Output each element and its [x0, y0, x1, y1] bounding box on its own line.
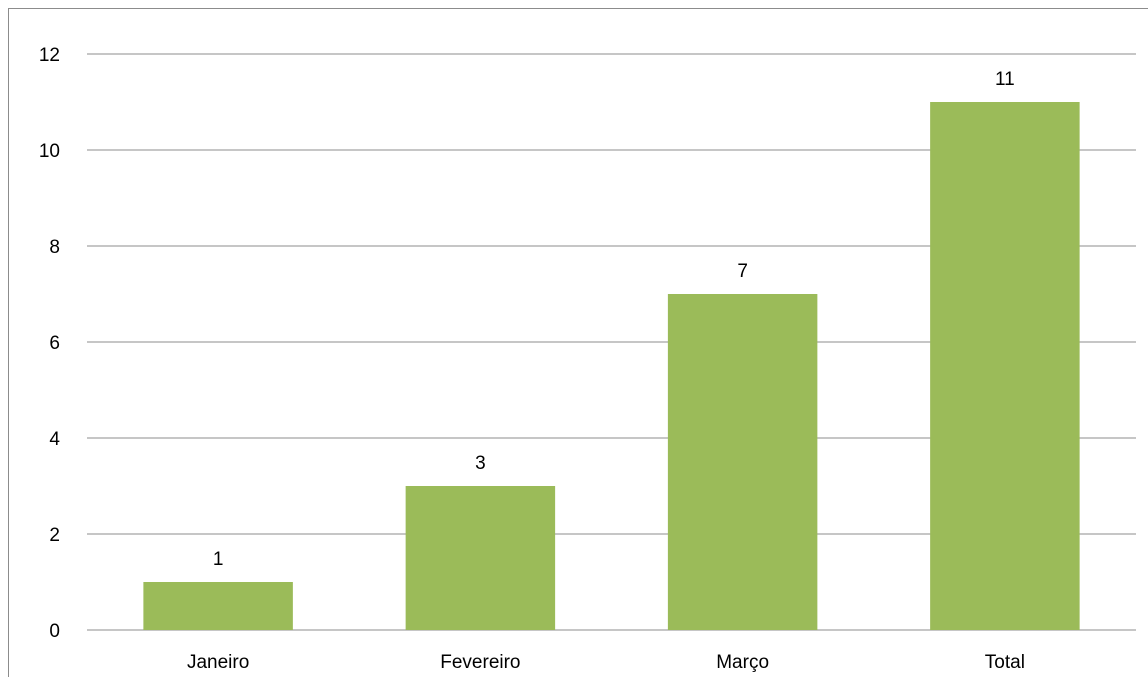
y-tick-label: 8: [49, 237, 60, 258]
x-category-label: Total: [985, 652, 1025, 673]
y-tick-label: 12: [39, 45, 60, 66]
y-tick-label: 2: [49, 525, 60, 546]
y-tick-label: 4: [49, 429, 60, 450]
y-tick-label: 0: [49, 621, 60, 642]
bar-janeiro: [143, 582, 293, 630]
y-axis-tick-labels: 0 2 4 6 8 10 12: [39, 45, 61, 642]
bar-total: [930, 102, 1080, 630]
y-tick-label: 10: [39, 141, 60, 162]
x-category-label: Fevereiro: [440, 652, 520, 673]
data-label: 7: [737, 261, 748, 282]
bar-março: [667, 294, 818, 630]
data-label: 11: [995, 69, 1015, 90]
data-labels: 1 3 7 11: [213, 69, 1015, 570]
data-label: 3: [475, 453, 486, 474]
bars: [143, 102, 1080, 630]
data-label: 1: [213, 549, 224, 570]
x-category-label: Janeiro: [187, 652, 249, 673]
x-axis-category-labels: Janeiro Fevereiro Março Total: [187, 652, 1025, 673]
y-tick-label: 6: [49, 333, 60, 354]
bar-fevereiro: [405, 486, 556, 630]
x-category-label: Março: [716, 652, 769, 673]
